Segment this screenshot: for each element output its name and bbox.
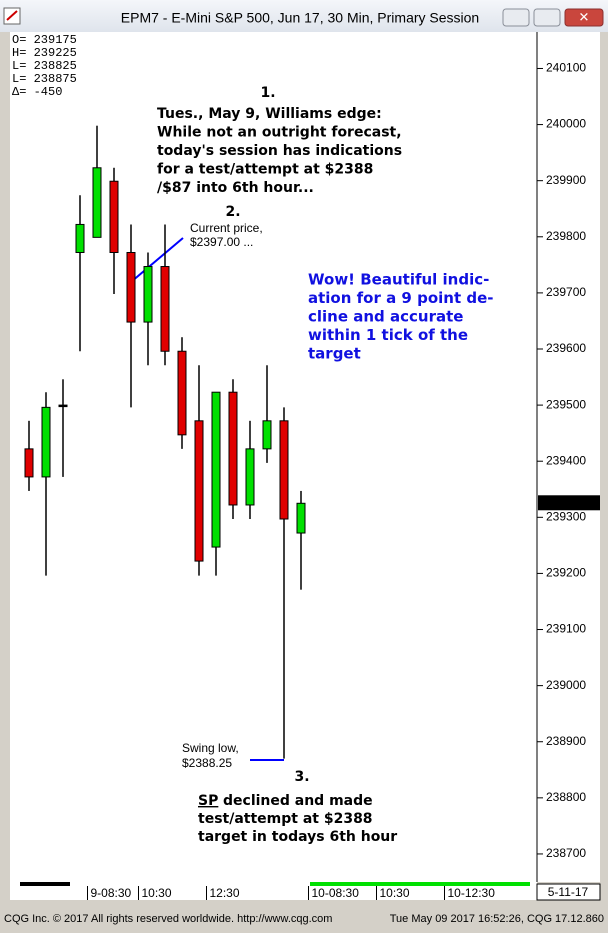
annotation-number: 1.	[260, 85, 275, 101]
blue-annotation: Wow! Beautiful indic-ation for a 9 point…	[308, 271, 494, 363]
maximize-button[interactable]	[533, 8, 561, 27]
candle-body	[245, 448, 255, 506]
candle-body	[109, 180, 119, 253]
swing-low-label: Swing low,	[182, 741, 239, 755]
y-tick-label: 240000	[546, 117, 586, 131]
annotation-3: target in todays 6th hour	[198, 829, 397, 845]
y-tick-label: 239300	[546, 509, 586, 523]
annotation-2: Current price,	[190, 221, 263, 235]
plot-area	[10, 32, 537, 882]
annotation-1-line: /$87 into 6th hour...	[157, 180, 314, 196]
annotation-1-line: for a test/attempt at $2388	[157, 162, 373, 178]
candle-body	[92, 167, 102, 238]
date-box-text: 5-11-17	[548, 885, 589, 899]
blue-annotation-line: target	[308, 345, 361, 363]
candle-body	[211, 391, 221, 548]
swing-low-label: $2388.25	[182, 756, 232, 770]
candle-body	[296, 502, 306, 534]
window-title: EPM7 - E-Mini S&P 500, Jun 17, 30 Min, P…	[121, 10, 479, 26]
annotation-2: $2397.00 ...	[190, 235, 253, 249]
y-tick-label: 239100	[546, 622, 586, 636]
date-box	[536, 883, 601, 901]
annotation-1: Tues., May 9, Williams edge: While not an…	[157, 106, 402, 196]
annotation-1-line: While not an outright forecast,	[157, 125, 402, 141]
x-axis-area	[10, 882, 537, 900]
annotation-number: 2.	[225, 204, 240, 220]
y-tick-label: 238800	[546, 790, 586, 804]
x-tick-label: 12:30	[210, 886, 240, 900]
pointer-line	[130, 237, 184, 283]
y-tick-label: 239900	[546, 173, 586, 187]
x-tick-label: 10:30	[142, 886, 172, 900]
ohlc-line: Δ= -450	[12, 85, 62, 99]
y-tick-label: 239200	[546, 566, 586, 580]
close-button[interactable]	[564, 8, 604, 27]
x-tick-label: 10-12:30	[448, 886, 496, 900]
x-axis-bar	[20, 882, 70, 886]
y-tick-label: 240100	[546, 61, 586, 75]
annotation-1-line: Tues., May 9, Williams edge:	[157, 106, 382, 122]
candle-body	[24, 448, 34, 478]
x-tick-label: 10-08:30	[312, 886, 360, 900]
annotation-3: SP	[198, 793, 218, 809]
candle-body	[41, 406, 51, 478]
y-tick-label: 239500	[546, 397, 586, 411]
annotation-3: declined and made	[223, 793, 373, 809]
candle-body	[126, 251, 136, 323]
y-tick-label: 239000	[546, 678, 586, 692]
annotation-3: test/attempt at $2388	[198, 811, 373, 827]
candle-body	[177, 350, 187, 436]
annotation-number: 3.	[294, 769, 309, 785]
ohlc-line: L= 238825	[12, 59, 77, 73]
y-tick-label: 238900	[546, 734, 586, 748]
app-icon-line	[6, 10, 18, 21]
candle-body	[160, 266, 170, 352]
close-icon: ✕	[579, 9, 590, 24]
y-tick-label: 238700	[546, 846, 586, 860]
y-tick-label: 239800	[546, 229, 586, 243]
ohlc-line: O= 239175	[12, 33, 77, 47]
candle-body	[143, 266, 153, 323]
candle-body	[58, 404, 68, 408]
y-tick-label: 239600	[546, 341, 586, 355]
x-axis-bar	[310, 882, 530, 886]
x-tick-label: 9-08:30	[91, 886, 132, 900]
footer-left: CQG Inc. © 2017 All rights reserved worl…	[4, 913, 332, 925]
current-price-tag	[538, 495, 600, 511]
candle-body	[228, 391, 238, 506]
y-tick-label: 239400	[546, 453, 586, 467]
x-tick-label: 10:30	[380, 886, 410, 900]
annotation-1-line: today's session has indications	[157, 143, 402, 159]
blue-annotation-line: ation for a 9 point de-	[308, 289, 494, 307]
candle-body	[262, 420, 272, 450]
y-tick-label: 239700	[546, 285, 586, 299]
blue-annotation-line: within 1 tick of the	[308, 326, 468, 344]
candle-body	[75, 223, 85, 253]
minimize-button[interactable]	[502, 8, 530, 27]
ohlc-line: H= 239225	[12, 46, 77, 60]
ohlc-line: L= 238875	[12, 72, 77, 86]
y-axis-area	[537, 32, 600, 882]
blue-annotation-line: Wow! Beautiful indic-	[308, 271, 489, 289]
candle-body	[194, 420, 204, 562]
current-price-label: 239325	[546, 495, 586, 509]
candle-body	[279, 420, 289, 520]
blue-annotation-line: cline and accurate	[308, 308, 463, 326]
footer-right: Tue May 09 2017 16:52:26, CQG 17.12.860	[390, 913, 604, 925]
